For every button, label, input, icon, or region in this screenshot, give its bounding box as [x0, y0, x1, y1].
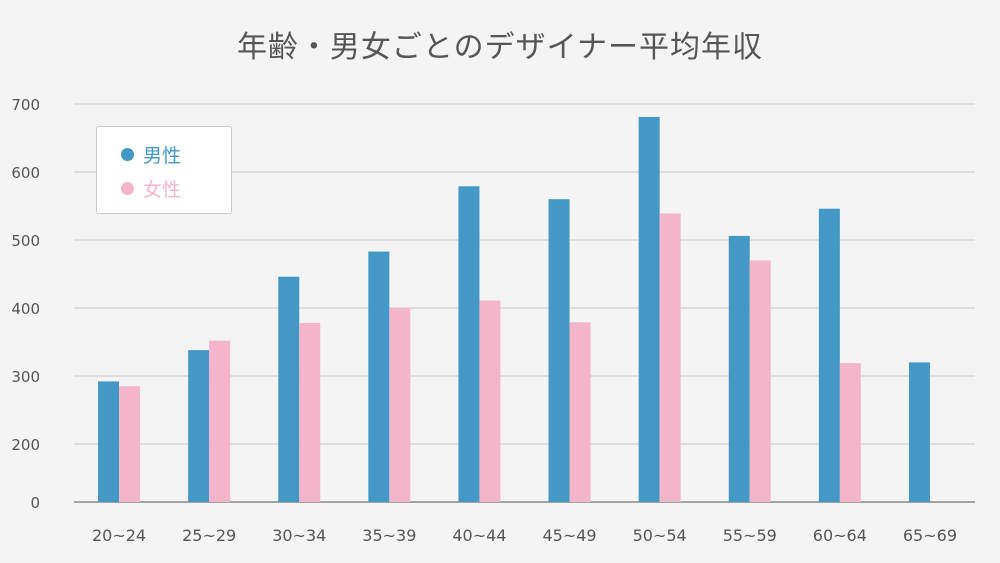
x-tick-label: 50~54: [633, 526, 687, 545]
x-tick-label: 40~44: [452, 526, 506, 545]
x-tick-label: 60~64: [813, 526, 867, 545]
y-tick-label: 300: [11, 368, 40, 386]
x-tick-label: 35~39: [362, 526, 416, 545]
y-tick-label: 0: [30, 494, 40, 512]
y-tick-label: 400: [11, 300, 40, 318]
bar: [479, 300, 501, 502]
x-tick-label: 65~69: [903, 526, 957, 545]
y-tick-label: 500: [11, 232, 40, 250]
legend-item-female: 女性: [121, 175, 181, 201]
bar: [659, 213, 681, 503]
y-tick-label: 600: [11, 164, 40, 182]
bar: [638, 116, 660, 503]
bar: [728, 235, 750, 503]
x-tick-label: 25~29: [182, 526, 236, 545]
bar: [458, 186, 480, 502]
chart-title: 年齢・男女ごとのデザイナー平均年収: [236, 30, 764, 65]
y-tick-label: 700: [11, 96, 40, 114]
legend-label-female: 女性: [143, 178, 182, 201]
bar: [278, 276, 300, 502]
legend-label-male: 男性: [143, 144, 182, 167]
legend-swatch-male: [121, 147, 134, 161]
bar: [299, 322, 321, 502]
bar: [569, 322, 591, 502]
bar: [548, 199, 570, 502]
x-tick-label: 30~34: [272, 526, 326, 545]
bar: [368, 251, 390, 502]
bar: [209, 340, 231, 502]
legend-item-male: 男性: [121, 141, 181, 167]
bar: [119, 386, 141, 502]
x-tick-label: 20~24: [92, 526, 146, 545]
bar: [749, 260, 771, 502]
y-tick-label: 200: [11, 436, 40, 454]
bar: [188, 350, 210, 502]
legend-swatch-female: [121, 181, 134, 195]
bar: [908, 362, 930, 502]
bar: [98, 381, 120, 502]
bar: [389, 308, 411, 502]
x-tick-label: 45~49: [542, 526, 596, 545]
x-tick-label: 55~59: [723, 526, 777, 545]
bar: [818, 208, 840, 502]
legend: 男性 女性: [96, 126, 232, 214]
bar: [839, 363, 861, 502]
